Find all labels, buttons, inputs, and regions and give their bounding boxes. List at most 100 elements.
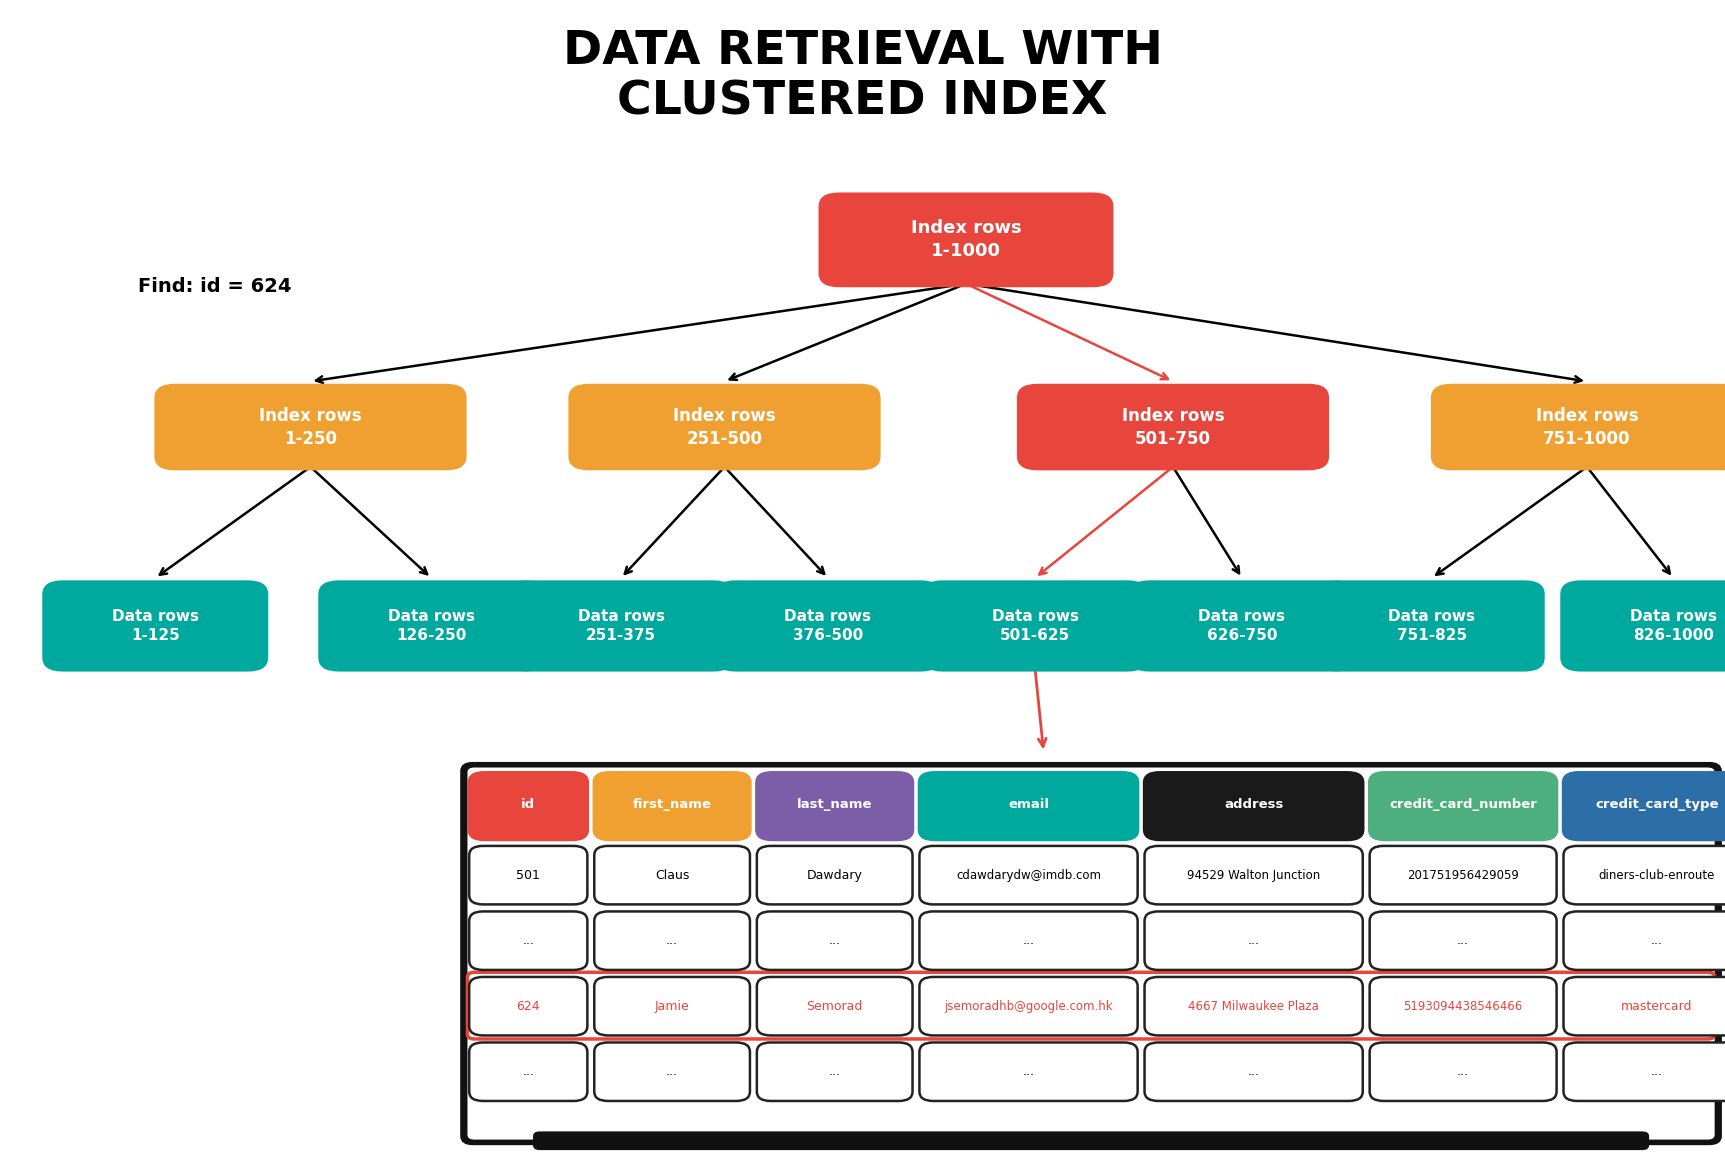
Text: ...: ... (1651, 1065, 1663, 1079)
Text: ...: ... (523, 934, 535, 948)
Text: ...: ... (1458, 1065, 1470, 1079)
FancyBboxPatch shape (919, 846, 1138, 904)
Text: diners-club-enroute: diners-club-enroute (1599, 868, 1715, 882)
FancyBboxPatch shape (467, 771, 590, 841)
Text: ...: ... (523, 1065, 535, 1079)
Text: Find: id = 624: Find: id = 624 (138, 277, 292, 296)
FancyBboxPatch shape (533, 1131, 1649, 1150)
Text: ...: ... (1023, 934, 1035, 948)
FancyBboxPatch shape (1145, 846, 1363, 904)
Text: ...: ... (1651, 934, 1663, 948)
Text: Index rows
251-500: Index rows 251-500 (673, 407, 776, 447)
Text: Jamie: Jamie (656, 999, 690, 1013)
Text: cdawdarydw@imdb.com: cdawdarydw@imdb.com (956, 868, 1101, 882)
FancyBboxPatch shape (1370, 846, 1556, 904)
Text: Data rows
751-825: Data rows 751-825 (1389, 608, 1475, 644)
Text: Index rows
1-250: Index rows 1-250 (259, 407, 362, 447)
FancyBboxPatch shape (593, 846, 750, 904)
Text: ...: ... (1023, 1065, 1035, 1079)
FancyBboxPatch shape (469, 977, 586, 1035)
FancyBboxPatch shape (593, 911, 750, 970)
FancyBboxPatch shape (1145, 911, 1363, 970)
FancyBboxPatch shape (1563, 1042, 1725, 1101)
Text: ...: ... (1247, 934, 1259, 948)
Text: 4667 Milwaukee Plaza: 4667 Milwaukee Plaza (1189, 999, 1320, 1013)
Text: 201751956429059: 201751956429059 (1408, 868, 1520, 882)
Text: Data rows
501-625: Data rows 501-625 (992, 608, 1078, 644)
Text: DATA RETRIEVAL WITH
CLUSTERED INDEX: DATA RETRIEVAL WITH CLUSTERED INDEX (562, 29, 1163, 124)
FancyBboxPatch shape (317, 580, 543, 672)
FancyBboxPatch shape (467, 768, 1715, 1140)
FancyBboxPatch shape (1370, 977, 1556, 1035)
Text: Index rows
501-750: Index rows 501-750 (1121, 407, 1225, 447)
Text: Data rows
376-500: Data rows 376-500 (785, 608, 871, 644)
Text: Index rows
751-1000: Index rows 751-1000 (1535, 407, 1639, 447)
Text: Data rows
126-250: Data rows 126-250 (388, 608, 474, 644)
Text: credit_card_type: credit_card_type (1596, 798, 1718, 812)
FancyBboxPatch shape (462, 764, 1720, 1143)
FancyBboxPatch shape (41, 580, 269, 672)
Text: Claus: Claus (656, 868, 690, 882)
Text: Data rows
1-125: Data rows 1-125 (112, 608, 198, 644)
FancyBboxPatch shape (593, 977, 750, 1035)
Text: 501: 501 (516, 868, 540, 882)
Text: last_name: last_name (797, 798, 873, 812)
FancyBboxPatch shape (469, 911, 586, 970)
FancyBboxPatch shape (714, 580, 942, 672)
Text: Semorad: Semorad (807, 999, 862, 1013)
Text: id: id (521, 798, 535, 812)
FancyBboxPatch shape (1368, 771, 1558, 841)
Text: Index rows
1-1000: Index rows 1-1000 (911, 220, 1021, 260)
Text: Dawdary: Dawdary (807, 868, 862, 882)
FancyBboxPatch shape (1144, 771, 1364, 841)
FancyBboxPatch shape (757, 911, 913, 970)
FancyBboxPatch shape (757, 846, 913, 904)
Text: jsemoradhb@google.com.hk: jsemoradhb@google.com.hk (944, 999, 1113, 1013)
FancyBboxPatch shape (1318, 580, 1546, 672)
Text: ...: ... (666, 934, 678, 948)
Text: first_name: first_name (633, 798, 712, 812)
FancyBboxPatch shape (1563, 977, 1725, 1035)
FancyBboxPatch shape (1432, 384, 1725, 470)
FancyBboxPatch shape (1563, 911, 1725, 970)
Text: ...: ... (666, 1065, 678, 1079)
FancyBboxPatch shape (1370, 911, 1556, 970)
Text: 5193094438546466: 5193094438546466 (1404, 999, 1523, 1013)
FancyBboxPatch shape (467, 972, 1715, 1039)
Text: address: address (1225, 798, 1283, 812)
Text: mastercard: mastercard (1622, 999, 1692, 1013)
Text: credit_card_number: credit_card_number (1389, 798, 1537, 812)
Text: ...: ... (1247, 1065, 1259, 1079)
FancyBboxPatch shape (919, 911, 1138, 970)
FancyBboxPatch shape (1559, 580, 1725, 672)
FancyBboxPatch shape (593, 1042, 750, 1101)
Text: Data rows
251-375: Data rows 251-375 (578, 608, 664, 644)
FancyBboxPatch shape (918, 771, 1140, 841)
FancyBboxPatch shape (469, 846, 586, 904)
FancyBboxPatch shape (1370, 1042, 1556, 1101)
FancyBboxPatch shape (819, 192, 1114, 287)
FancyBboxPatch shape (1018, 384, 1328, 470)
Text: 624: 624 (516, 999, 540, 1013)
FancyBboxPatch shape (1561, 771, 1725, 841)
FancyBboxPatch shape (921, 580, 1149, 672)
FancyBboxPatch shape (507, 580, 735, 672)
FancyBboxPatch shape (919, 1042, 1138, 1101)
FancyBboxPatch shape (469, 1042, 586, 1101)
Text: 94529 Walton Junction: 94529 Walton Junction (1187, 868, 1320, 882)
FancyBboxPatch shape (1128, 580, 1356, 672)
FancyBboxPatch shape (1145, 977, 1363, 1035)
FancyBboxPatch shape (1563, 846, 1725, 904)
FancyBboxPatch shape (757, 1042, 913, 1101)
FancyBboxPatch shape (569, 384, 880, 470)
Text: Data rows
626-750: Data rows 626-750 (1199, 608, 1285, 644)
FancyBboxPatch shape (593, 771, 752, 841)
FancyBboxPatch shape (1145, 1042, 1363, 1101)
Text: ...: ... (1458, 934, 1470, 948)
Text: email: email (1007, 798, 1049, 812)
Text: Data rows
826-1000: Data rows 826-1000 (1630, 608, 1716, 644)
Text: ...: ... (828, 1065, 840, 1079)
FancyBboxPatch shape (756, 771, 914, 841)
Text: ...: ... (828, 934, 840, 948)
FancyBboxPatch shape (757, 977, 913, 1035)
